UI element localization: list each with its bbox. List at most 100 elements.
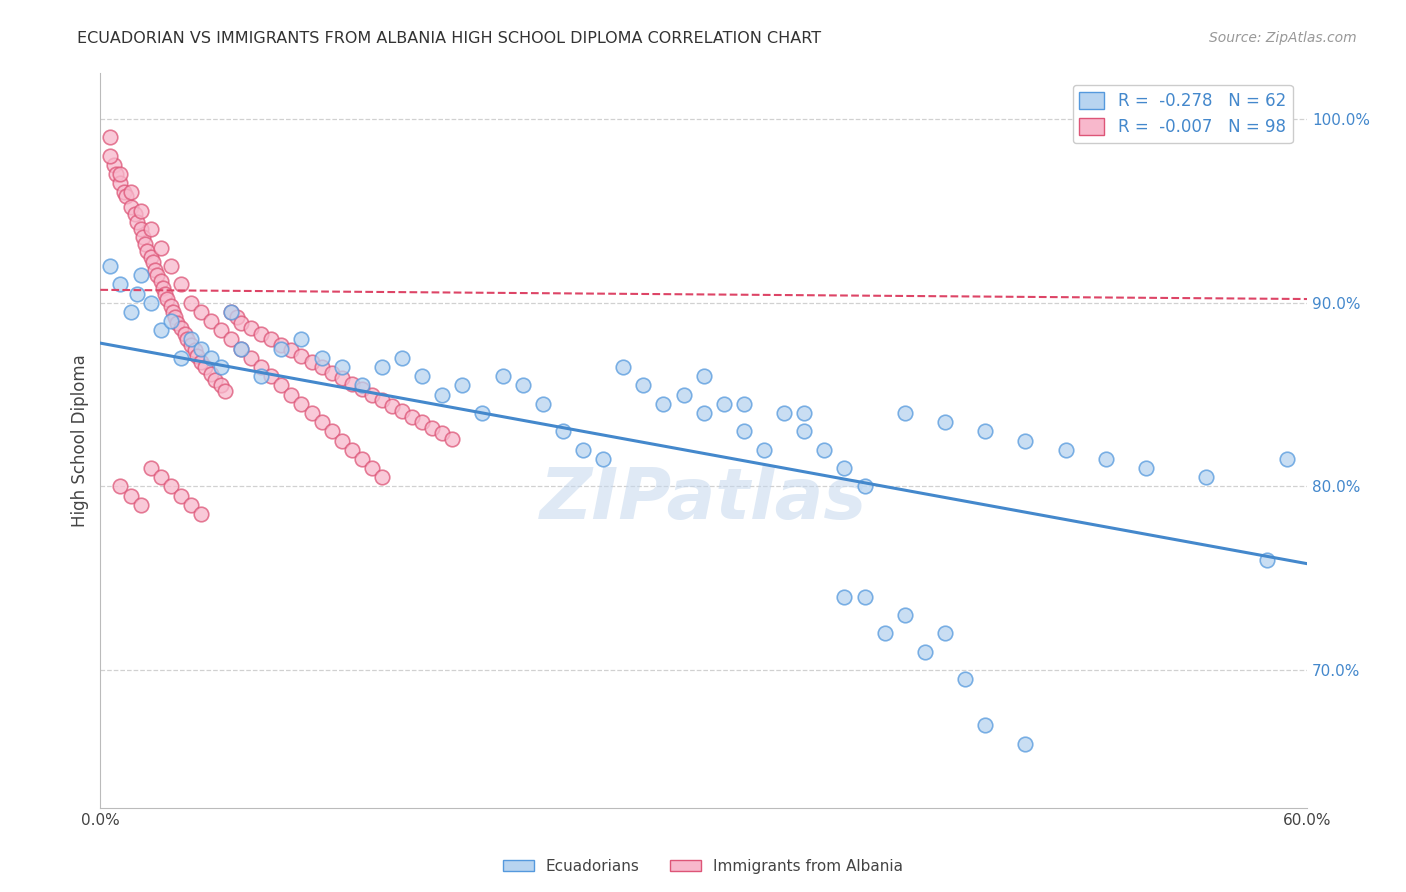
Point: [231, 342, 253, 356]
Point: [432, 426, 454, 441]
Point: [672, 387, 695, 401]
Point: [209, 378, 232, 392]
Point: [219, 305, 242, 319]
Point: [129, 268, 152, 282]
Point: [194, 359, 217, 374]
Point: [1054, 442, 1077, 457]
Point: [974, 425, 997, 439]
Text: ZIPatlas: ZIPatlas: [540, 465, 868, 533]
Point: [692, 406, 714, 420]
Point: [125, 286, 148, 301]
Point: [200, 351, 222, 365]
Point: [1014, 434, 1036, 448]
Point: [115, 189, 138, 203]
Point: [411, 369, 433, 384]
Point: [280, 343, 302, 358]
Point: [170, 489, 193, 503]
Point: [110, 277, 132, 292]
Point: [159, 299, 181, 313]
Point: [270, 342, 292, 356]
Point: [250, 369, 273, 384]
Point: [173, 326, 195, 341]
Point: [391, 404, 413, 418]
Legend: R =  -0.278   N = 62, R =  -0.007   N = 98: R = -0.278 N = 62, R = -0.007 N = 98: [1073, 85, 1292, 143]
Point: [793, 425, 815, 439]
Point: [139, 250, 162, 264]
Point: [713, 397, 735, 411]
Point: [953, 673, 976, 687]
Point: [512, 378, 534, 392]
Point: [471, 406, 494, 420]
Point: [180, 498, 202, 512]
Point: [129, 498, 152, 512]
Point: [894, 608, 917, 623]
Point: [219, 333, 242, 347]
Point: [371, 393, 394, 408]
Point: [159, 259, 181, 273]
Point: [330, 359, 353, 374]
Point: [129, 222, 152, 236]
Point: [280, 387, 302, 401]
Point: [170, 351, 193, 365]
Point: [159, 314, 181, 328]
Point: [432, 387, 454, 401]
Point: [914, 645, 936, 659]
Point: [1095, 451, 1118, 466]
Point: [260, 333, 283, 347]
Point: [340, 376, 363, 391]
Point: [143, 262, 166, 277]
Point: [149, 241, 172, 255]
Point: [692, 369, 714, 384]
Point: [311, 359, 333, 374]
Point: [1135, 461, 1157, 475]
Point: [340, 442, 363, 457]
Point: [125, 215, 148, 229]
Point: [170, 277, 193, 292]
Point: [401, 409, 423, 424]
Point: [114, 186, 136, 200]
Point: [733, 397, 755, 411]
Point: [139, 222, 162, 236]
Point: [411, 415, 433, 429]
Point: [420, 420, 443, 434]
Point: [176, 333, 198, 347]
Point: [226, 310, 249, 325]
Point: [149, 470, 172, 484]
Point: [152, 281, 174, 295]
Point: [311, 351, 333, 365]
Point: [209, 323, 232, 337]
Point: [834, 461, 856, 475]
Point: [139, 295, 162, 310]
Point: [752, 442, 775, 457]
Point: [180, 333, 202, 347]
Point: [853, 590, 876, 604]
Point: [110, 176, 132, 190]
Point: [100, 149, 122, 163]
Point: [1014, 737, 1036, 751]
Point: [360, 387, 382, 401]
Point: [240, 351, 263, 365]
Point: [321, 425, 343, 439]
Point: [190, 342, 212, 356]
Point: [180, 295, 202, 310]
Point: [110, 479, 132, 493]
Point: [240, 321, 263, 335]
Point: [110, 167, 132, 181]
Point: [290, 333, 312, 347]
Point: [311, 415, 333, 429]
Point: [1275, 451, 1298, 466]
Point: [381, 399, 404, 413]
Point: [186, 349, 208, 363]
Point: [301, 406, 323, 420]
Point: [129, 203, 152, 218]
Point: [209, 359, 232, 374]
Point: [149, 274, 172, 288]
Point: [120, 305, 142, 319]
Point: [100, 130, 122, 145]
Point: [551, 425, 574, 439]
Point: [894, 406, 917, 420]
Point: [163, 310, 186, 325]
Point: [250, 359, 273, 374]
Point: [120, 200, 142, 214]
Point: [214, 384, 236, 398]
